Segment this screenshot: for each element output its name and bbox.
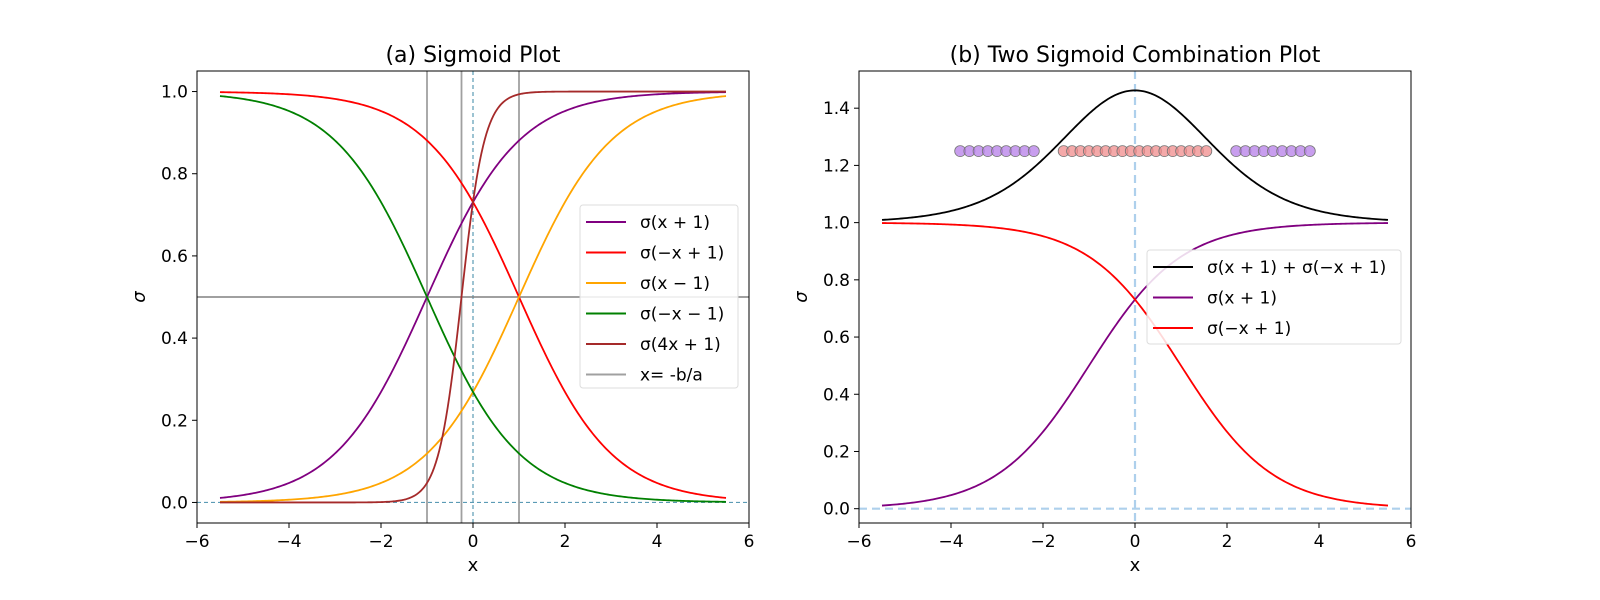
series-line-x-1-x-1 <box>881 89 1389 221</box>
x-tick-label: 0 <box>468 532 479 552</box>
y-tick-label: 0.6 <box>823 328 850 348</box>
scatter-point-g1-17 <box>1200 145 1213 158</box>
legend: σ(x + 1) + σ(−x + 1) σ(x + 1) σ(−x + 1) <box>1146 249 1402 345</box>
y-tick-label: 1.0 <box>161 83 188 103</box>
legend-label-x-1: σ(−x − 1) <box>640 305 724 325</box>
series-line-4x-1 <box>220 90 726 504</box>
legend: σ(x + 1) σ(−x + 1) σ(x − 1) σ(−x − 1) σ(4x +… <box>579 204 739 389</box>
x-tick-label: −2 <box>1030 532 1055 552</box>
scatter-point-g2-8 <box>1303 145 1316 158</box>
y-axis-label: σ <box>791 291 812 303</box>
legend-label-4x-1: σ(4x + 1) <box>640 335 721 355</box>
scatter-point-g0-8 <box>1027 145 1040 158</box>
x-tick-label: −4 <box>938 532 963 552</box>
x-tick-label: 6 <box>1406 532 1417 552</box>
y-tick-label: 0.8 <box>823 271 850 291</box>
y-tick-label: 0.2 <box>823 442 850 462</box>
legend-frame <box>579 204 739 389</box>
series-line-x-1 <box>219 95 727 503</box>
legend-label-x-1: σ(−x + 1) <box>640 244 724 264</box>
legend-label-x-1: σ(x + 1) <box>1207 289 1277 309</box>
y-tick-label: 0.0 <box>823 500 850 520</box>
y-tick-label: 0.6 <box>161 247 188 267</box>
y-tick-label: 1.2 <box>823 156 850 176</box>
y-axis-label: σ <box>129 291 150 303</box>
x-tick-label: 4 <box>1314 532 1325 552</box>
legend-frame <box>1146 249 1402 345</box>
combination-plot-panel: (b) Two Sigmoid Combination Plot −6 −4 −2 0 2… <box>791 43 1416 576</box>
x-tick-label: 4 <box>652 532 663 552</box>
x-axis-label: x <box>468 555 479 576</box>
x-tick-label: 2 <box>1222 532 1233 552</box>
plot-area <box>197 71 749 523</box>
x-tick-label: −2 <box>368 532 393 552</box>
y-tick-label: 0.0 <box>161 493 188 513</box>
chart-title: (a) Sigmoid Plot <box>385 43 560 68</box>
legend-label-x-1: σ(x − 1) <box>640 274 710 294</box>
y-tick-label: 1.0 <box>823 214 850 234</box>
legend-label-x-1-x-1: σ(x + 1) + σ(−x + 1) <box>1207 258 1386 278</box>
x-tick-label: 0 <box>1130 532 1141 552</box>
legend-label-x-1: σ(x + 1) <box>640 213 710 233</box>
chart-title: (b) Two Sigmoid Combination Plot <box>950 43 1321 68</box>
series-line-x-1 <box>881 222 1389 507</box>
x-tick-label: −6 <box>184 532 209 552</box>
y-tick-label: 0.4 <box>823 385 850 405</box>
x-tick-label: 6 <box>744 532 755 552</box>
plot-area <box>859 71 1411 523</box>
x-tick-label: −6 <box>846 532 871 552</box>
x-tick-label: 2 <box>560 532 571 552</box>
sigmoid-plot-panel: (a) Sigmoid Plot −6 −4 −2 0 2 4 6 0.0 0.2 0.4 0.6 0.… <box>129 43 754 576</box>
x-axis-label: x <box>1130 555 1141 576</box>
y-tick-label: 0.4 <box>161 329 188 349</box>
y-tick-label: 0.2 <box>161 411 188 431</box>
y-tick-label: 1.4 <box>823 99 850 119</box>
y-tick-label: 0.8 <box>161 165 188 185</box>
legend-label-x-1: σ(−x + 1) <box>1207 319 1291 339</box>
x-tick-label: −4 <box>276 532 301 552</box>
legend-label-x-b-a: x= -b/a <box>640 366 703 386</box>
